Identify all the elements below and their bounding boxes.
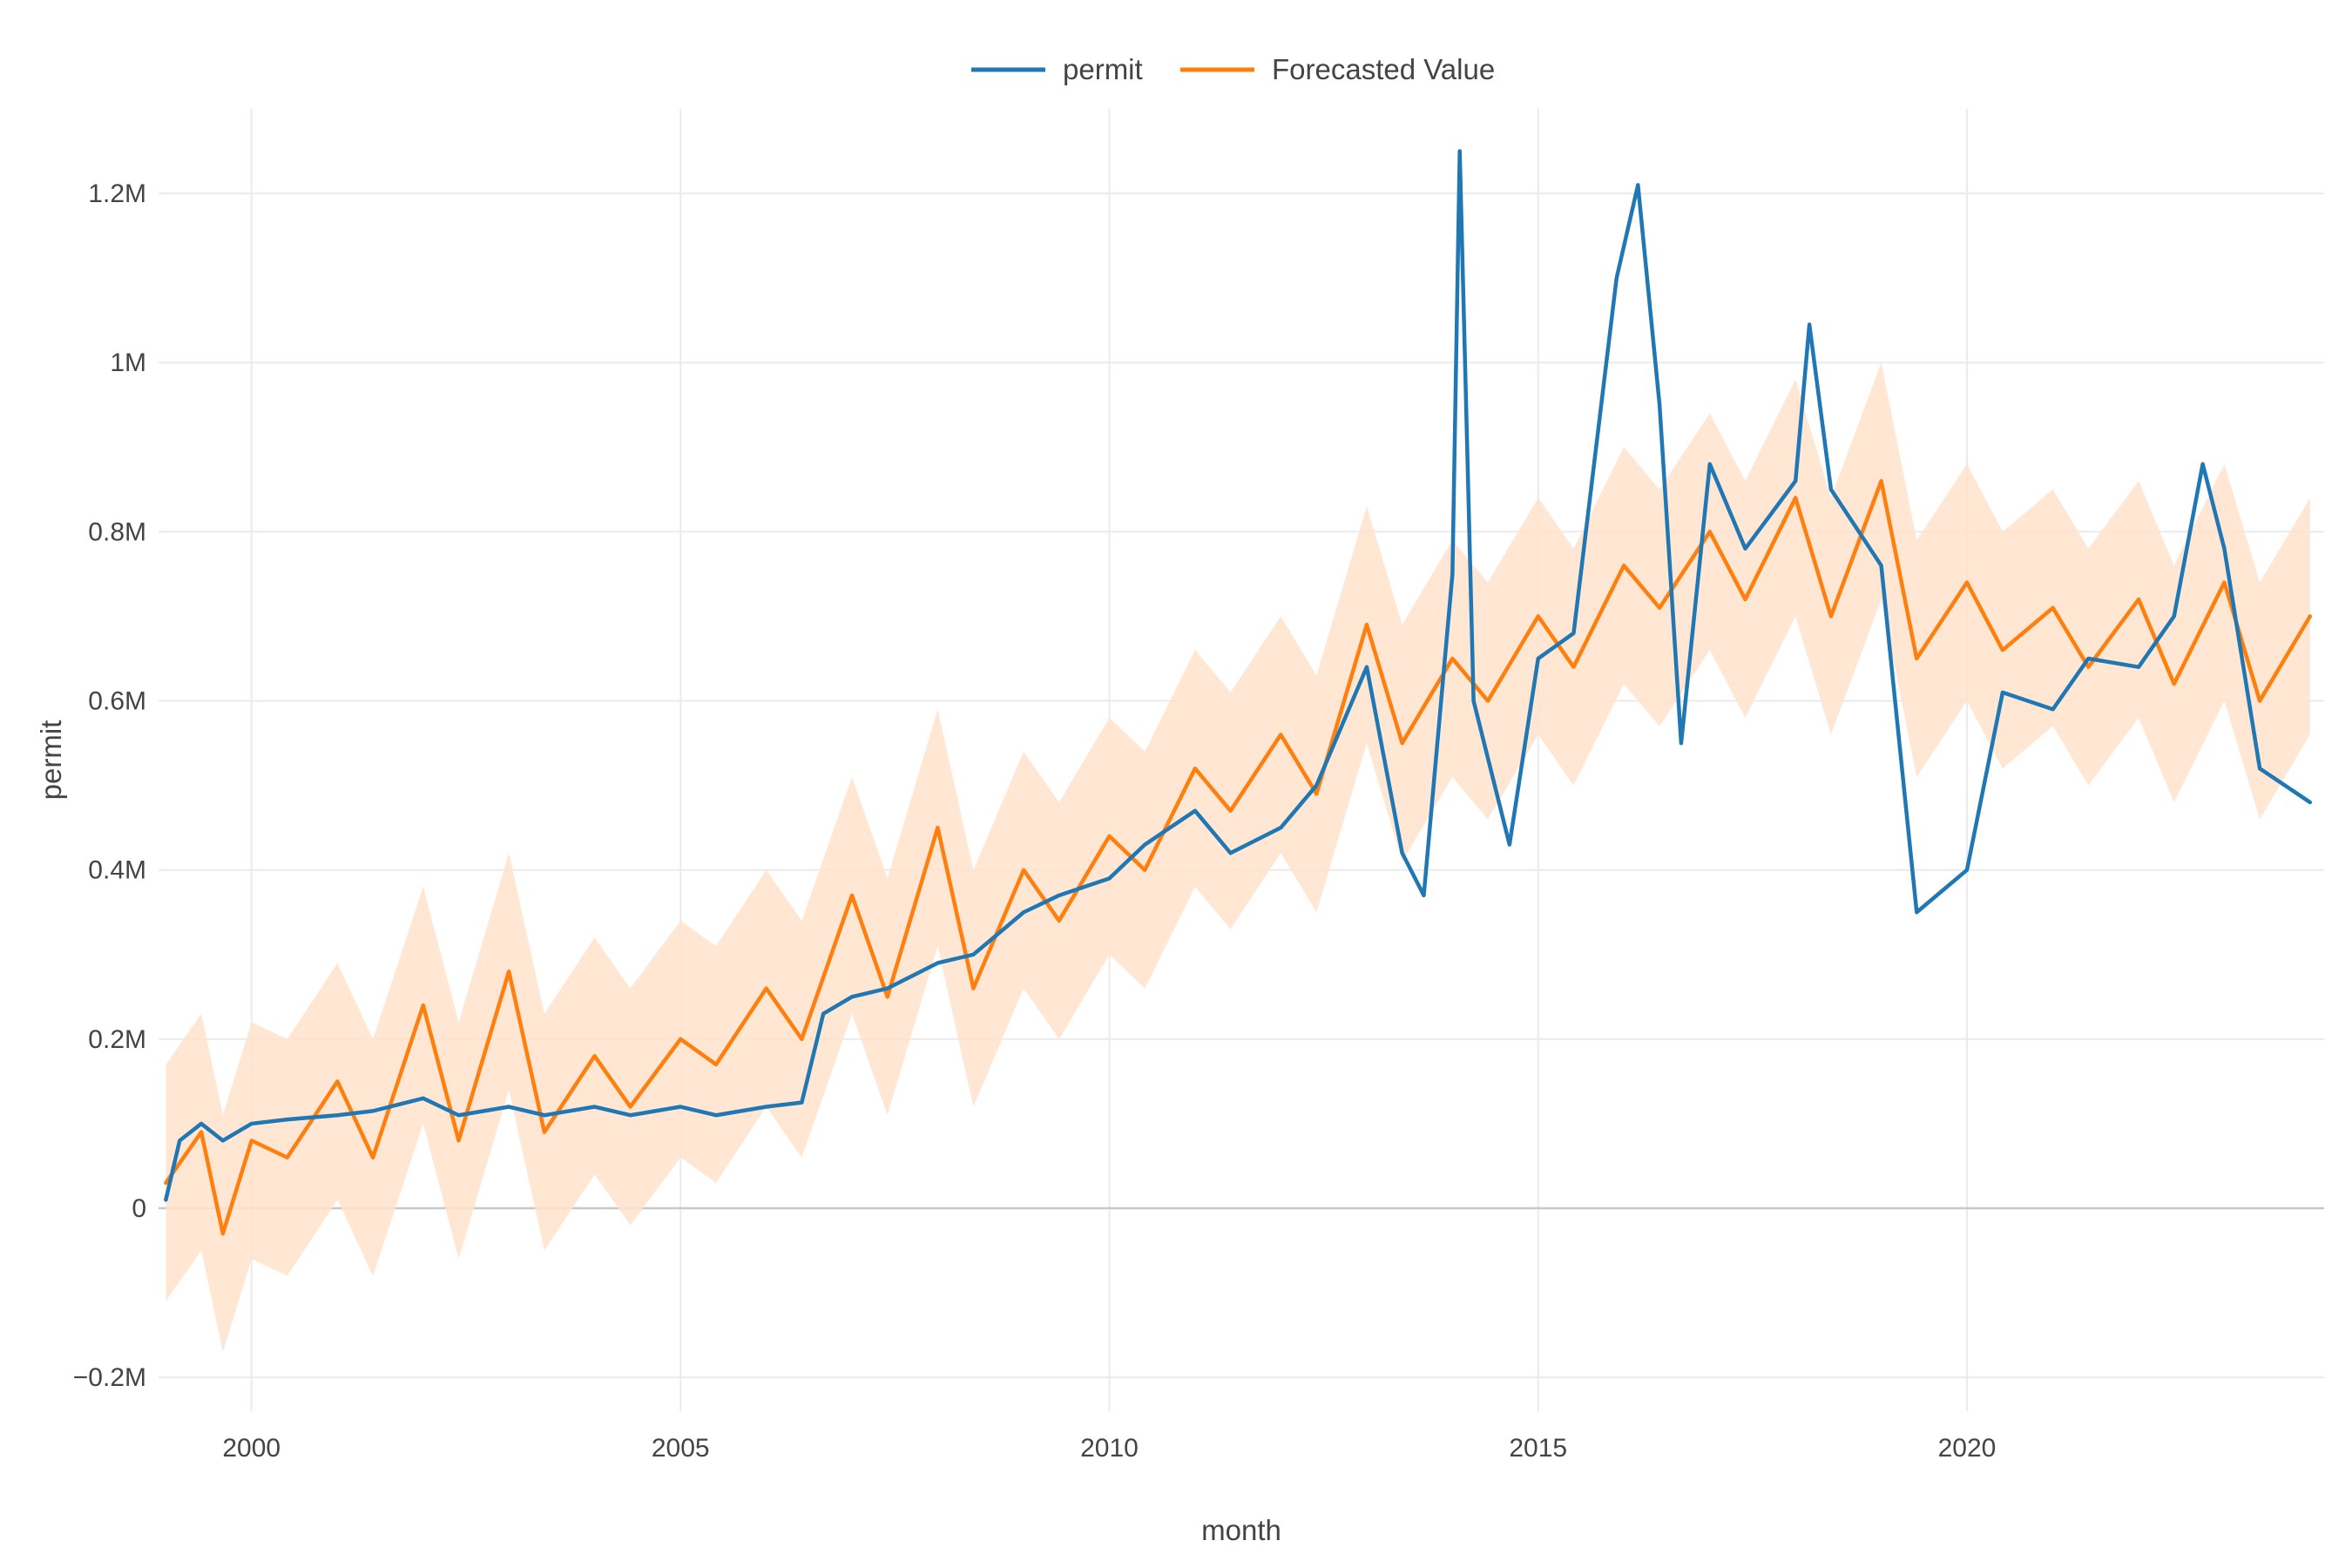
tick-layer: −0.2M 0 0.2M 0.4M 0.6M 0.8M 1M 1.2M 2000 2005 2010… — [73, 179, 1997, 1463]
permit-line — [164, 149, 2313, 1202]
band-layer — [166, 362, 2310, 1353]
y-tick-label-0: −0.2M — [73, 1363, 146, 1392]
y-axis-title: permit — [35, 720, 67, 801]
x-tick-label-2: 2010 — [1080, 1434, 1139, 1463]
y-tick-label-6: 1M — [110, 348, 146, 377]
legend-label-forecast: Forecasted Value — [1272, 53, 1495, 85]
x-tick-label-0: 2000 — [222, 1434, 280, 1463]
y-tick-label-1: 0 — [132, 1194, 146, 1223]
y-tick-label-4: 0.6M — [88, 687, 146, 716]
legend[interactable]: permit Forecasted Value — [971, 53, 1495, 85]
legend-item-forecast[interactable]: Forecasted Value — [1180, 53, 1495, 85]
x-tick-label-3: 2015 — [1509, 1434, 1567, 1463]
x-axis-title: month — [1201, 1514, 1281, 1546]
x-tick-label-4: 2020 — [1938, 1434, 1997, 1463]
confidence-band — [166, 362, 2310, 1353]
x-tick-label-1: 2005 — [652, 1434, 710, 1463]
y-tick-label-2: 0.2M — [88, 1025, 146, 1054]
y-tick-label-7: 1.2M — [88, 179, 146, 208]
forecast-line — [164, 478, 2313, 1236]
legend-item-permit[interactable]: permit — [971, 53, 1143, 85]
series-layer — [164, 149, 2313, 1236]
legend-label-permit: permit — [1063, 53, 1143, 85]
y-tick-label-3: 0.4M — [88, 856, 146, 885]
y-tick-label-5: 0.8M — [88, 517, 146, 546]
